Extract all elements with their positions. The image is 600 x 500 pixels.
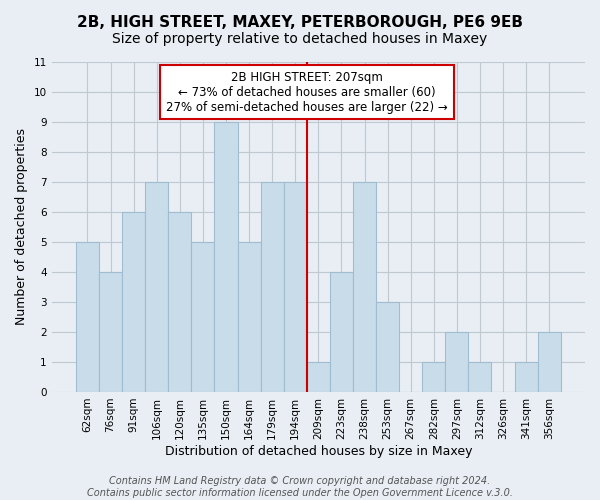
Bar <box>238 242 260 392</box>
Bar <box>376 302 399 392</box>
Bar <box>168 212 191 392</box>
Bar <box>191 242 214 392</box>
Bar <box>353 182 376 392</box>
Bar <box>122 212 145 392</box>
Bar <box>214 122 238 392</box>
Bar <box>538 332 561 392</box>
Bar <box>469 362 491 392</box>
Text: Size of property relative to detached houses in Maxey: Size of property relative to detached ho… <box>112 32 488 46</box>
Bar <box>99 272 122 392</box>
X-axis label: Distribution of detached houses by size in Maxey: Distribution of detached houses by size … <box>164 444 472 458</box>
Bar <box>307 362 330 392</box>
Bar <box>260 182 284 392</box>
Bar <box>422 362 445 392</box>
Text: 2B HIGH STREET: 207sqm
← 73% of detached houses are smaller (60)
27% of semi-det: 2B HIGH STREET: 207sqm ← 73% of detached… <box>166 70 448 114</box>
Bar <box>445 332 469 392</box>
Bar <box>515 362 538 392</box>
Bar <box>76 242 99 392</box>
Text: Contains HM Land Registry data © Crown copyright and database right 2024.
Contai: Contains HM Land Registry data © Crown c… <box>87 476 513 498</box>
Bar <box>145 182 168 392</box>
Bar <box>330 272 353 392</box>
Y-axis label: Number of detached properties: Number of detached properties <box>15 128 28 325</box>
Bar <box>284 182 307 392</box>
Text: 2B, HIGH STREET, MAXEY, PETERBOROUGH, PE6 9EB: 2B, HIGH STREET, MAXEY, PETERBOROUGH, PE… <box>77 15 523 30</box>
